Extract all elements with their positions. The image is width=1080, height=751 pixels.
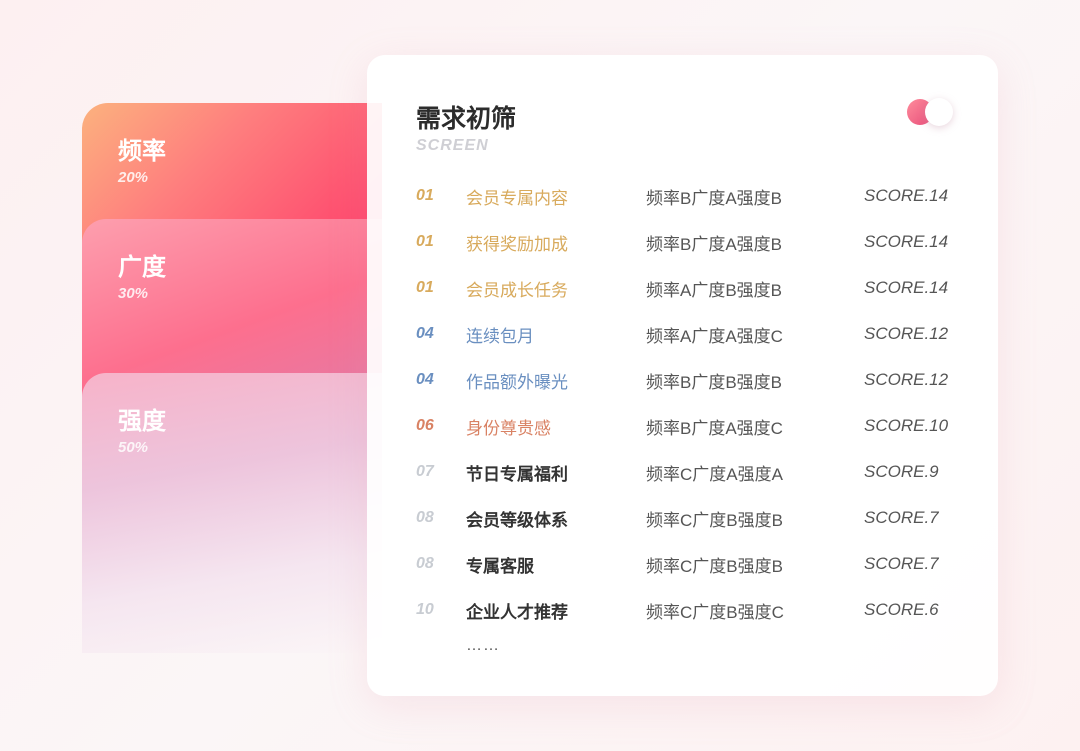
panel-title: 需求初筛 bbox=[416, 105, 517, 133]
score: SCORE.14 bbox=[864, 278, 949, 297]
score: SCORE.9 bbox=[864, 462, 939, 481]
table-row[interactable]: 10 企业人才推荐 频率C广度B强度C SCORE.6 bbox=[416, 598, 939, 622]
more-ellipsis: …… bbox=[466, 637, 500, 654]
grade: 频率C广度B强度B bbox=[646, 556, 783, 576]
grade: 频率B广度A强度C bbox=[646, 418, 783, 438]
score: SCORE.6 bbox=[864, 600, 939, 619]
grade: 频率B广度A强度B bbox=[646, 188, 783, 208]
grade: 频率B广度B强度B bbox=[646, 372, 783, 392]
rank: 07 bbox=[416, 463, 434, 480]
requirement-name: 作品额外曝光 bbox=[466, 372, 568, 392]
requirement-name: 节日专属福利 bbox=[466, 464, 568, 484]
rank: 08 bbox=[416, 555, 434, 572]
score: SCORE.7 bbox=[864, 508, 939, 527]
panel-subtitle: SCREEN bbox=[416, 137, 489, 154]
score: SCORE.7 bbox=[864, 554, 939, 573]
rank: 01 bbox=[416, 187, 434, 204]
requirement-name: 企业人才推荐 bbox=[466, 602, 568, 622]
grade: 频率C广度A强度A bbox=[646, 464, 783, 484]
requirement-name: 会员成长任务 bbox=[466, 280, 568, 300]
card-percent: 30% bbox=[118, 285, 149, 302]
card-percent: 20% bbox=[118, 169, 149, 186]
table-row[interactable]: 01 会员成长任务 频率A广度B强度B SCORE.14 bbox=[416, 276, 948, 300]
requirement-name: 获得奖励加成 bbox=[466, 234, 568, 254]
toggle-knob bbox=[925, 98, 953, 126]
screen-panel: 需求初筛 SCREEN 01 会员专属内容 频率B广度A强度B SCORE.14 01 获… bbox=[367, 55, 998, 696]
rank: 04 bbox=[416, 325, 434, 342]
requirement-name: 身份尊贵感 bbox=[466, 418, 551, 438]
table-row[interactable]: 01 获得奖励加成 频率B广度A强度B SCORE.14 bbox=[416, 230, 948, 254]
grade: 频率A广度A强度C bbox=[646, 326, 783, 346]
score: SCORE.12 bbox=[864, 324, 949, 343]
table-row[interactable]: 08 专属客服 频率C广度B强度B SCORE.7 bbox=[416, 552, 939, 576]
card-label: 广度 bbox=[118, 254, 166, 281]
card-label: 频率 bbox=[118, 138, 166, 165]
rank: 01 bbox=[416, 279, 434, 296]
table-row[interactable]: 04 作品额外曝光 频率B广度B强度B SCORE.12 bbox=[416, 368, 948, 392]
requirement-name: 会员专属内容 bbox=[466, 188, 568, 208]
toggle-switch[interactable] bbox=[907, 97, 953, 126]
grade: 频率C广度B强度B bbox=[646, 510, 783, 530]
card-percent: 50% bbox=[118, 439, 149, 456]
requirement-name: 专属客服 bbox=[466, 556, 534, 576]
table-row[interactable]: 08 会员等级体系 频率C广度B强度B SCORE.7 bbox=[416, 506, 939, 530]
table-row[interactable]: 04 连续包月 频率A广度A强度C SCORE.12 bbox=[416, 322, 948, 346]
grade: 频率C广度B强度C bbox=[646, 602, 784, 622]
grade: 频率B广度A强度B bbox=[646, 234, 783, 254]
table-row[interactable]: 07 节日专属福利 频率C广度A强度A SCORE.9 bbox=[416, 460, 939, 484]
rank: 10 bbox=[416, 601, 434, 618]
score: SCORE.10 bbox=[864, 416, 949, 435]
requirement-name: 连续包月 bbox=[466, 326, 534, 346]
rank: 08 bbox=[416, 509, 434, 526]
table-row[interactable]: 01 会员专属内容 频率B广度A强度B SCORE.14 bbox=[416, 184, 948, 208]
table-row[interactable]: 06 身份尊贵感 频率B广度A强度C SCORE.10 bbox=[416, 414, 948, 438]
score: SCORE.14 bbox=[864, 232, 949, 251]
requirement-name: 会员等级体系 bbox=[466, 510, 568, 530]
score: SCORE.12 bbox=[864, 370, 949, 389]
score: SCORE.14 bbox=[864, 186, 949, 205]
card-label: 强度 bbox=[118, 408, 166, 435]
rank: 06 bbox=[416, 417, 434, 434]
rank: 01 bbox=[416, 233, 434, 250]
rank: 04 bbox=[416, 371, 434, 388]
card-intensity[interactable]: 强度 50% bbox=[82, 373, 382, 653]
grade: 频率A广度B强度B bbox=[646, 280, 783, 300]
